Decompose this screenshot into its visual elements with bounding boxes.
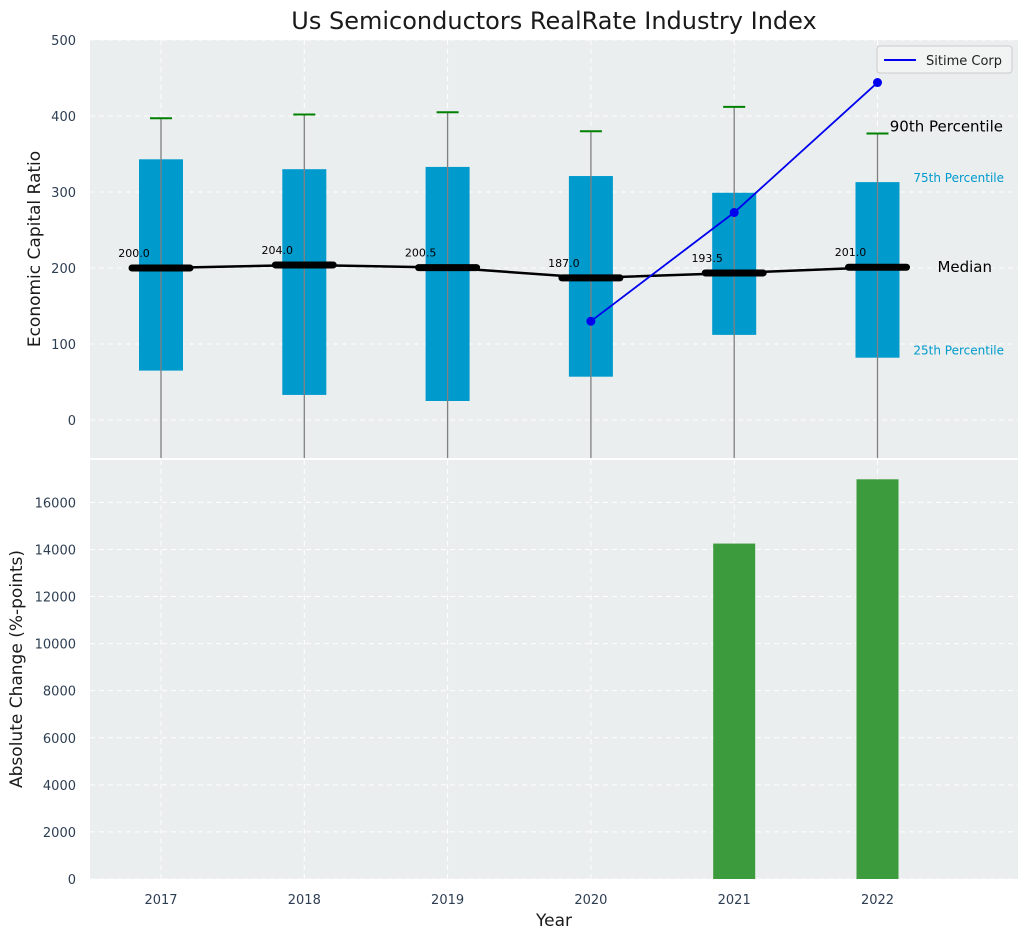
x-tick-labels: 2017 2018 2019 2020 2021 2022 [144, 893, 894, 908]
bottom-y-tick-0: 0 [68, 873, 76, 888]
series-point-2021 [729, 208, 739, 218]
median-label-2018: 204.0 [262, 244, 294, 257]
bottom-y-tick-10000: 10000 [35, 638, 76, 653]
top-y-tick-400: 400 [51, 110, 76, 125]
bottom-y-tick-2000: 2000 [43, 826, 76, 841]
median-label-2020: 187.0 [548, 257, 580, 270]
top-y-axis-label: Economic Capital Ratio [25, 151, 45, 347]
series-point-2022 [873, 78, 882, 88]
x-tick-2019: 2019 [431, 893, 464, 908]
percentile-whiskers [150, 105, 889, 458]
change-bar-2022 [856, 479, 899, 879]
legend-box [876, 45, 1013, 74]
x-axis-label: Year [535, 911, 572, 931]
x-tick-2022: 2022 [861, 893, 894, 908]
bottom-y-axis-label: Absolute Change (%-points) [7, 550, 27, 788]
top-y-tick-300: 300 [51, 186, 76, 201]
percentile-annotations: 90th Percentile 75th Percentile Median 25th… [890, 117, 1004, 357]
bottom-y-tick-labels: 0 2000 4000 6000 8000 10000 12000 14000 16000 [35, 496, 76, 888]
median-marks: 200.0 204.0 200.5 187.0 193.5 201.0 [118, 244, 910, 282]
annotation-90th: 90th Percentile [890, 117, 1003, 135]
median-label-2022: 201.0 [835, 246, 867, 259]
x-tick-2018: 2018 [288, 893, 321, 908]
bottom-y-tick-14000: 14000 [35, 543, 76, 558]
top-y-tick-500: 500 [51, 34, 76, 49]
company-series [586, 78, 882, 326]
x-tick-2017: 2017 [144, 893, 177, 908]
legend: Sitime Corp [876, 45, 1013, 74]
median-label-2019: 200.5 [405, 247, 437, 260]
bottom-y-tick-8000: 8000 [43, 685, 76, 700]
bottom-y-tick-16000: 16000 [35, 496, 76, 511]
annotation-75th: 75th Percentile [913, 171, 1004, 185]
change-bar-2021 [713, 543, 756, 879]
bottom-y-tick-6000: 6000 [43, 732, 76, 747]
bottom-y-tick-12000: 12000 [35, 591, 76, 606]
median-label-2021: 193.5 [691, 252, 723, 265]
top-y-tick-200: 200 [51, 262, 76, 277]
top-y-tick-100: 100 [51, 338, 76, 353]
bottom-y-tick-4000: 4000 [43, 779, 76, 794]
annotation-median: Median [937, 258, 992, 276]
top-y-tick-labels: 0 100 200 300 400 500 [51, 34, 76, 429]
x-tick-2021: 2021 [718, 893, 751, 908]
median-label-2017: 200.0 [118, 247, 150, 260]
top-y-tick-0: 0 [68, 414, 76, 429]
legend-label-sitime: Sitime Corp [926, 54, 1002, 69]
change-bars [713, 479, 899, 879]
series-point-2020 [586, 316, 596, 326]
chart-title: Us Semiconductors RealRate Industry Inde… [291, 7, 816, 35]
x-tick-2020: 2020 [574, 893, 607, 908]
annotation-25th: 25th Percentile [913, 344, 1004, 358]
